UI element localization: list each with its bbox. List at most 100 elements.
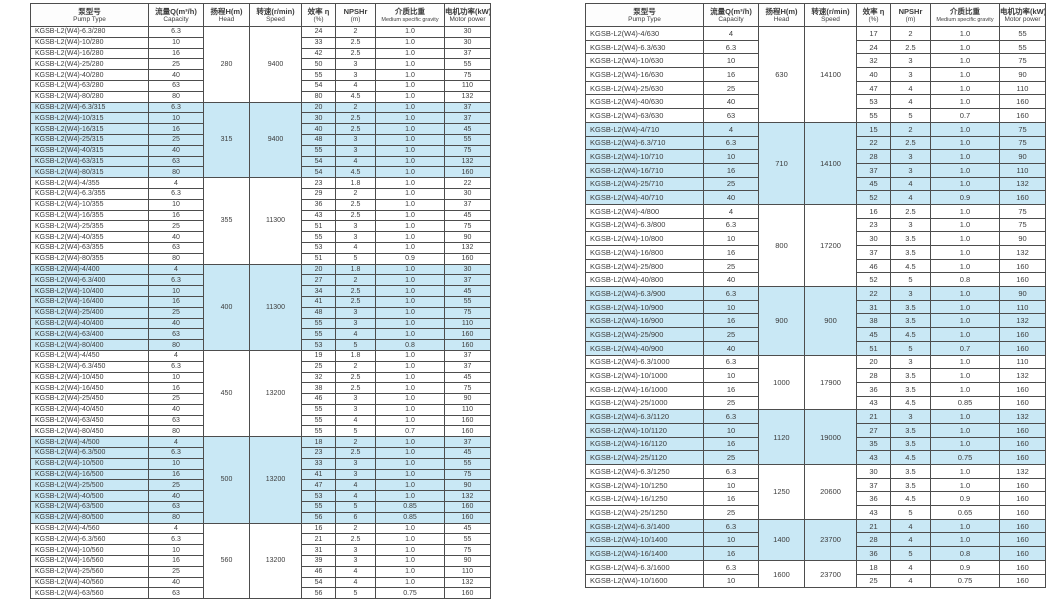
column-header-pump-type: 泵型号 Pump Type bbox=[585, 3, 704, 27]
cell-efficiency: 56 bbox=[301, 511, 336, 524]
cell-capacity: 25 bbox=[703, 505, 759, 520]
cell-speed-merged: 17200 bbox=[804, 203, 857, 288]
cell-motor-power: 30 bbox=[444, 36, 491, 49]
cell-npshr: 2 bbox=[335, 101, 376, 114]
cell-npshr: 3 bbox=[335, 306, 376, 319]
cell-motor-power: 45 bbox=[444, 371, 491, 384]
cell-motor-power: 160 bbox=[999, 381, 1046, 397]
cell-capacity: 10 bbox=[703, 422, 759, 438]
cell-efficiency: 23 bbox=[301, 177, 336, 189]
table-header: 泵型号 Pump Type 流量Q(m³/h) Capacity 扬程H(m) Head 转… bbox=[30, 3, 491, 27]
cell-specific-gravity: 1.0 bbox=[375, 220, 445, 233]
cell-npshr: 4 bbox=[335, 241, 376, 254]
table-body: KGSB-L2(W4)-6.3/280 6.3 280 9400 24 2 1.0 30 KGS… bbox=[30, 26, 491, 600]
cell-motor-power: 75 bbox=[444, 69, 491, 81]
cell-pump-type: KGSB-L2(W4)-16/710 bbox=[585, 162, 704, 178]
cell-npshr: 3.5 bbox=[890, 313, 931, 329]
cell-specific-gravity: 1.0 bbox=[375, 414, 445, 427]
cell-npshr: 2.5 bbox=[335, 36, 376, 49]
cell-efficiency: 55 bbox=[301, 144, 336, 157]
cell-npshr: 2.5 bbox=[335, 382, 376, 395]
cell-efficiency: 20 bbox=[856, 354, 891, 370]
cell-pump-type: KGSB-L2(W4)-25/400 bbox=[30, 306, 149, 319]
cell-efficiency: 38 bbox=[856, 313, 891, 329]
cell-efficiency: 53 bbox=[856, 94, 891, 110]
cell-motor-power: 160 bbox=[999, 477, 1046, 493]
cell-specific-gravity: 1.0 bbox=[375, 306, 445, 319]
cell-efficiency: 32 bbox=[856, 53, 891, 69]
cell-motor-power: 90 bbox=[444, 393, 491, 405]
cell-motor-power: 37 bbox=[444, 112, 491, 125]
table-row: KGSB-L2(W4)-40/355 40 55 3 1.0 90 bbox=[30, 231, 491, 243]
table-row: KGSB-L2(W4)-6.3/1120 6.3 1120 19000 21 3 1.0 13… bbox=[585, 409, 1046, 465]
cell-pump-type: KGSB-L2(W4)-10/315 bbox=[30, 112, 149, 125]
cell-capacity: 25 bbox=[703, 327, 759, 342]
cell-efficiency: 55 bbox=[301, 328, 336, 341]
cell-npshr: 3.5 bbox=[890, 231, 931, 246]
cell-npshr: 5 bbox=[335, 339, 376, 351]
cell-efficiency: 16 bbox=[856, 203, 891, 219]
cell-efficiency: 55 bbox=[301, 69, 336, 81]
cell-motor-power: 160 bbox=[444, 425, 491, 438]
cell-npshr: 5 bbox=[335, 252, 376, 265]
cell-npshr: 5 bbox=[890, 505, 931, 520]
cell-npshr: 2 bbox=[335, 187, 376, 200]
cell-pump-type: KGSB-L2(W4)-80/315 bbox=[30, 166, 149, 179]
cell-capacity: 25 bbox=[703, 176, 759, 192]
column-header-zh: 效率 η bbox=[862, 6, 885, 16]
table-row: KGSB-L2(W4)-10/630 10 32 3 1.0 75 bbox=[585, 53, 1046, 69]
cell-efficiency: 80 bbox=[301, 90, 336, 103]
cell-efficiency: 25 bbox=[856, 573, 891, 589]
header-row: 泵型号 Pump Type 流量Q(m³/h) Capacity 扬程H(m) Head 转… bbox=[30, 3, 491, 27]
cell-motor-power: 160 bbox=[999, 340, 1046, 356]
cell-specific-gravity: 1.0 bbox=[375, 209, 445, 222]
column-header-zh: 转速(r/min) bbox=[811, 6, 850, 16]
cell-npshr: 2.5 bbox=[335, 123, 376, 135]
column-header-motor-power: 电机功率(kW) Motor power bbox=[999, 3, 1046, 27]
cell-capacity: 6.3 bbox=[148, 187, 204, 200]
cell-speed-merged: 19000 bbox=[804, 409, 857, 465]
cell-pump-type: KGSB-L2(W4)-6.3/560 bbox=[30, 533, 149, 546]
cell-specific-gravity: 0.9 bbox=[375, 252, 445, 265]
cell-motor-power: 55 bbox=[444, 457, 491, 470]
cell-motor-power: 160 bbox=[444, 339, 491, 351]
cell-efficiency: 55 bbox=[301, 231, 336, 243]
cell-specific-gravity: 1.0 bbox=[375, 274, 445, 287]
cell-head-merged: 280 bbox=[203, 26, 250, 103]
cell-head-merged: 630 bbox=[758, 26, 805, 123]
cell-specific-gravity: 1.0 bbox=[375, 360, 445, 373]
table-row: KGSB-L2(W4)-40/630 40 53 4 1.0 160 bbox=[585, 94, 1046, 110]
cell-efficiency: 30 bbox=[856, 464, 891, 479]
cell-motor-power: 160 bbox=[999, 491, 1046, 507]
cell-specific-gravity: 1.0 bbox=[375, 295, 445, 308]
cell-motor-power: 22 bbox=[444, 177, 491, 189]
cell-capacity: 40 bbox=[703, 340, 759, 356]
cell-specific-gravity: 1.0 bbox=[930, 162, 1000, 178]
cell-efficiency: 15 bbox=[856, 121, 891, 137]
cell-head-merged: 400 bbox=[203, 263, 250, 351]
cell-npshr: 4.5 bbox=[890, 327, 931, 342]
cell-efficiency: 20 bbox=[301, 263, 336, 276]
cell-efficiency: 21 bbox=[301, 533, 336, 546]
cell-pump-type: KGSB-L2(W4)-10/500 bbox=[30, 457, 149, 470]
table-row: KGSB-L2(W4)-25/800 25 46 4.5 1.0 160 bbox=[585, 258, 1046, 274]
cell-specific-gravity: 1.0 bbox=[375, 285, 445, 297]
column-header-zh: 电机功率(kW) bbox=[1000, 6, 1046, 16]
cell-capacity: 40 bbox=[703, 190, 759, 205]
cell-specific-gravity: 0.8 bbox=[375, 339, 445, 351]
table-row: KGSB-L2(W4)-4/355 4 355 11300 23 1.8 1.0 22 bbox=[30, 177, 491, 265]
column-header-efficiency: 效率 η (%) bbox=[301, 3, 336, 27]
column-header-en: (%) bbox=[868, 15, 879, 23]
cell-npshr: 3.5 bbox=[890, 477, 931, 493]
cell-motor-power: 37 bbox=[444, 47, 491, 60]
cell-efficiency: 34 bbox=[301, 285, 336, 297]
table-row: KGSB-L2(W4)-16/1400 16 36 5 0.8 160 bbox=[585, 546, 1046, 561]
cell-efficiency: 54 bbox=[301, 155, 336, 168]
cell-head-merged: 710 bbox=[758, 121, 805, 205]
cell-head-merged: 560 bbox=[203, 522, 250, 600]
cell-speed-merged: 23700 bbox=[804, 559, 857, 589]
cell-capacity: 6.3 bbox=[703, 464, 759, 479]
cell-motor-power: 160 bbox=[999, 518, 1046, 534]
cell-efficiency: 32 bbox=[301, 371, 336, 384]
table-row: KGSB-L2(W4)-25/1250 25 43 5 0.65 160 bbox=[585, 505, 1046, 520]
